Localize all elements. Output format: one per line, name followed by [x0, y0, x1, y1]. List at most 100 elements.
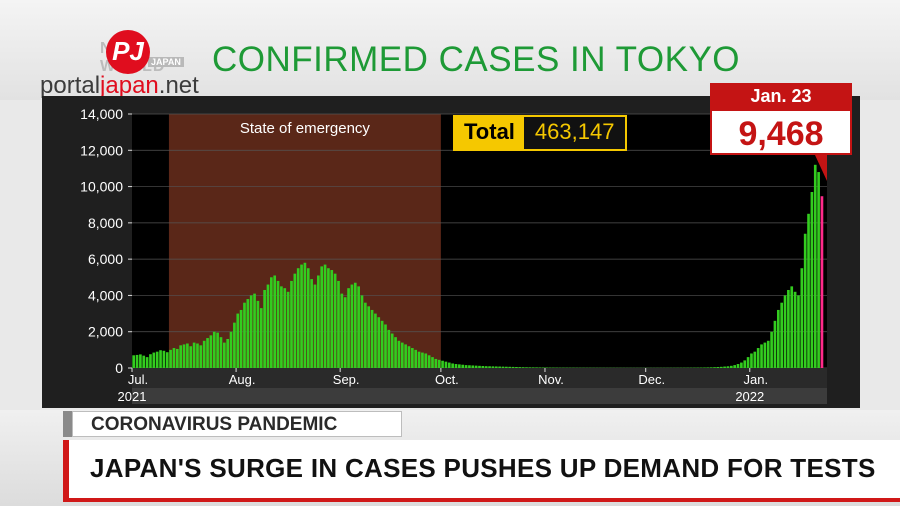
total-box: Total 463,147: [453, 115, 628, 151]
headline-underline: [63, 498, 900, 502]
bar: [437, 359, 441, 368]
bar: [541, 367, 545, 368]
x-tick-label: Jul.: [128, 372, 148, 387]
headline-bar: [63, 440, 900, 498]
watermark-left: portal: [40, 72, 101, 99]
bar: [233, 322, 236, 368]
bar: [142, 355, 146, 368]
bar: [300, 264, 303, 368]
bar: [726, 366, 730, 368]
bar: [246, 299, 250, 368]
bar: [793, 291, 797, 368]
bar: [172, 348, 176, 368]
bar: [800, 268, 804, 368]
page-title: CONFIRMED CASES IN TOKYO: [212, 40, 741, 79]
bar: [212, 331, 216, 368]
bar: [478, 365, 481, 368]
bar: [508, 366, 512, 368]
bar: [276, 280, 280, 368]
bar: [374, 313, 377, 368]
bar: [431, 357, 434, 368]
bar: [488, 366, 491, 368]
bar: [159, 350, 162, 368]
callout-value: 9,468: [710, 109, 852, 155]
bar: [179, 345, 183, 368]
bar: [145, 357, 149, 368]
bar: [202, 340, 206, 368]
bar: [746, 357, 750, 368]
bar: [169, 349, 172, 368]
bar: [729, 365, 733, 368]
bar: [189, 346, 193, 368]
bar: [223, 342, 226, 368]
bar: [186, 343, 189, 368]
bar: [441, 360, 444, 368]
bar: [461, 364, 465, 368]
bar: [293, 273, 297, 368]
bar: [703, 367, 706, 368]
bar: [451, 363, 454, 368]
bar: [491, 366, 495, 368]
bar: [340, 293, 344, 368]
x-tick-label: Sep.: [333, 372, 360, 387]
bar: [367, 306, 371, 368]
bar: [803, 233, 807, 368]
x-year-band: [132, 388, 827, 404]
bar: [407, 346, 411, 368]
bar: [380, 320, 384, 368]
highlight-bar: [820, 196, 824, 368]
bar: [370, 309, 374, 368]
y-tick-label: 8,000: [88, 215, 123, 231]
bar: [424, 353, 428, 368]
bar: [256, 300, 260, 368]
bar: [525, 367, 528, 368]
bar: [776, 309, 780, 368]
bar: [760, 344, 763, 368]
bar: [253, 293, 256, 368]
bar: [511, 366, 515, 368]
bar: [723, 366, 726, 368]
bar: [787, 289, 790, 368]
y-tick-label: 12,000: [80, 142, 123, 158]
cases-bar-chart: State of emergency 0 2,000 4,000 6,000 8,000 1…: [80, 106, 827, 404]
bar: [528, 367, 532, 368]
bar: [259, 308, 263, 368]
bar: [743, 360, 747, 368]
bar: [333, 273, 337, 368]
bar: [216, 332, 219, 368]
bar: [753, 351, 757, 368]
bar: [390, 333, 394, 368]
bar: [149, 354, 152, 368]
bar: [733, 365, 736, 368]
bar: [239, 309, 243, 368]
x-month-band: [132, 368, 827, 388]
bar: [484, 366, 488, 368]
bar: [531, 367, 535, 368]
bar: [706, 367, 710, 368]
bar: [454, 364, 458, 368]
bar: [404, 344, 407, 368]
bar: [515, 367, 518, 368]
bar: [283, 288, 287, 368]
x-tick-label: Jan.: [743, 372, 768, 387]
bar: [152, 352, 156, 368]
bar: [243, 302, 246, 368]
bar: [135, 354, 139, 368]
x-tick-label: Oct.: [435, 372, 459, 387]
y-tick-label: 4,000: [88, 287, 123, 303]
headline: JAPAN'S SURGE IN CASES PUSHES UP DEMAND …: [90, 453, 876, 483]
bar: [481, 366, 485, 368]
bar: [394, 337, 397, 368]
bar: [397, 340, 401, 368]
bar: [229, 331, 233, 368]
bar: [263, 289, 266, 368]
bar: [468, 365, 471, 368]
bar: [219, 337, 223, 368]
y-tick-label: 2,000: [88, 324, 123, 340]
bar: [384, 324, 387, 368]
bar: [387, 329, 391, 368]
bar: [766, 340, 770, 368]
bar: [501, 366, 505, 368]
bar: [780, 302, 784, 368]
callout-date: Jan. 23: [710, 83, 852, 109]
